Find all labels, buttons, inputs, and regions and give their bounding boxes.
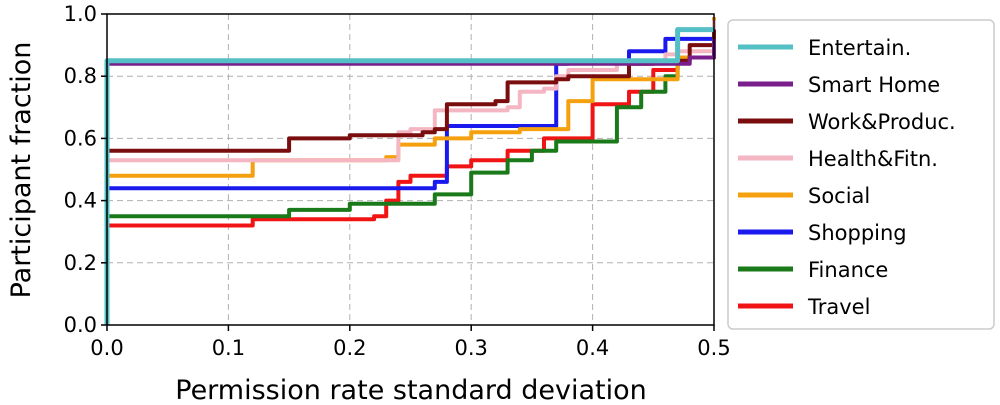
legend-label-smart-home: Smart Home: [808, 73, 940, 97]
axis-ticks: 0.0 0.1 0.2 0.3 0.4 0.5 0.0 0.2 0.4 0.6 0.8 1.0: [64, 2, 731, 360]
x-tick-label: 0.2: [333, 336, 366, 360]
legend-label-finance: Finance: [808, 258, 888, 282]
x-tick-label: 0.4: [576, 336, 609, 360]
legend-label-shopping: Shopping: [808, 221, 907, 245]
series-line-finance: [105, 32, 716, 325]
legend-label-social: Social: [808, 184, 870, 208]
y-axis-label: Participant fraction: [6, 42, 37, 299]
legend: Entertain. Smart Home Work&Produc. Health&F…: [727, 19, 995, 330]
y-tick-label: 1.0: [64, 2, 97, 26]
x-tick-label: 0.0: [90, 336, 123, 360]
y-tick-label: 0.8: [64, 64, 97, 88]
legend-label-travel: Travel: [807, 295, 870, 319]
y-tick-label: 0.4: [64, 189, 97, 213]
x-tick-label: 0.5: [697, 336, 730, 360]
legend-label-work-produc: Work&Produc.: [808, 110, 956, 134]
x-tick-label: 0.1: [212, 336, 245, 360]
legend-label-health-fitn: Health&Fitn.: [808, 147, 938, 171]
legend-box: [727, 19, 995, 330]
y-tick-label: 0.0: [64, 313, 97, 337]
gridlines: [107, 14, 714, 325]
plot-frame: [106, 13, 715, 326]
x-axis-label: Permission rate standard deviation: [175, 375, 646, 405]
legend-label-entertain: Entertain.: [808, 36, 911, 60]
y-tick-label: 0.6: [64, 126, 97, 150]
x-tick-label: 0.3: [454, 336, 487, 360]
series-line-shopping: [105, 23, 716, 325]
y-tick-label: 0.2: [64, 251, 97, 275]
